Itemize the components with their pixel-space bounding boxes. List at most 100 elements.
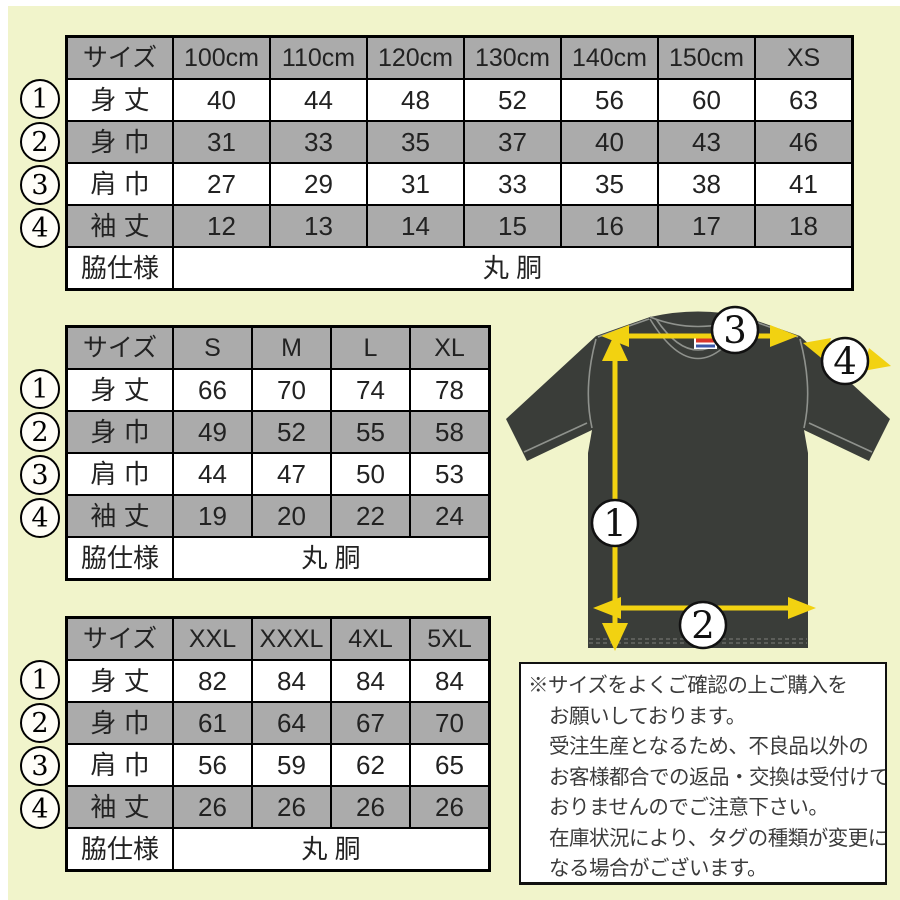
size-column-header: XXXL <box>251 616 332 661</box>
size-column-header: XXL <box>172 616 253 661</box>
circled-number-1: 1 <box>20 369 60 409</box>
right-sleeve-hem-seam <box>808 422 873 453</box>
measure-cell: 27 <box>172 162 271 206</box>
measure-cell: 60 <box>657 78 756 122</box>
measure-cell: 67 <box>330 701 411 745</box>
measure-cell: 31 <box>366 162 465 206</box>
row-label: 身 丈 <box>65 659 174 703</box>
footer-value: 丸 胴 <box>172 827 491 872</box>
size-column-header: S <box>172 325 253 370</box>
measure-cell: 14 <box>366 204 465 248</box>
notice-line: なる場合がございます。 <box>549 857 767 880</box>
svg-text:4: 4 <box>833 340 857 383</box>
row-label: 袖 丈 <box>65 785 174 829</box>
measure-cell: 82 <box>172 659 253 703</box>
adult-size-table: サイズ S M L XL 身 丈 66 70 74 78 身 巾 49 52 55 58 肩 巾 44 47 50 5… <box>65 325 491 581</box>
measure-cell: 16 <box>560 204 659 248</box>
measure-row: 袖 丈 19 20 22 24 <box>65 494 491 538</box>
left-sleeve-hem-seam <box>523 422 588 453</box>
measure-cell: 15 <box>463 204 562 248</box>
measure-cell: 29 <box>269 162 368 206</box>
notice-line: 受注生産となるため、不良品以外の <box>549 735 869 758</box>
row-label: 肩 巾 <box>65 452 174 496</box>
measure-cell: 19 <box>172 494 253 538</box>
measure-cell: 49 <box>172 410 253 454</box>
measure-row: 身 丈 66 70 74 78 <box>65 368 491 412</box>
measure-cell: 26 <box>330 785 411 829</box>
measure-cell: 43 <box>657 120 756 164</box>
measure-cell: 24 <box>409 494 491 538</box>
measure-cell: 26 <box>251 785 332 829</box>
measure-cell: 22 <box>330 494 411 538</box>
measure-cell: 58 <box>409 410 491 454</box>
row-label: 身 巾 <box>65 701 174 745</box>
measure-cell: 35 <box>560 162 659 206</box>
measure-row: 身 丈 82 84 84 84 <box>65 659 491 703</box>
measure-cell: 13 <box>269 204 368 248</box>
circled-number-3: 3 <box>20 165 60 205</box>
measure-cell: 35 <box>366 120 465 164</box>
size-label-header: サイズ <box>65 325 174 370</box>
notice-line: おりませんのでご注意下さい。 <box>549 796 829 819</box>
measure-cell: 33 <box>463 162 562 206</box>
row-label: 身 丈 <box>65 368 174 412</box>
svg-text:1: 1 <box>603 502 627 545</box>
measure-row: 袖 丈 12 13 14 15 16 17 18 <box>65 204 854 248</box>
measure-cell: 33 <box>269 120 368 164</box>
size-column-header: 130cm <box>463 35 562 80</box>
measure-cell: 59 <box>251 743 332 787</box>
circled-number-4: 4 <box>20 208 60 248</box>
measure-cell: 26 <box>409 785 491 829</box>
size-column-header: XS <box>754 35 854 80</box>
size-column-header: 120cm <box>366 35 465 80</box>
measure-cell: 37 <box>463 120 562 164</box>
measure-row: 肩 巾 56 59 62 65 <box>65 743 491 787</box>
row-label: 肩 巾 <box>65 162 174 206</box>
measure-cell: 84 <box>330 659 411 703</box>
footer-value: 丸 胴 <box>172 246 854 291</box>
circled-number-2: 2 <box>20 122 60 162</box>
notice-line: お願いしております。 <box>549 704 746 728</box>
measure-cell: 70 <box>409 701 491 745</box>
measure-cell: 61 <box>172 701 253 745</box>
measure-cell: 53 <box>409 452 491 496</box>
measure-cell: 65 <box>409 743 491 787</box>
measure-cell: 64 <box>251 701 332 745</box>
row-label: 袖 丈 <box>65 494 174 538</box>
measure-cell: 56 <box>560 78 659 122</box>
measure-cell: 70 <box>251 368 332 412</box>
row-label: 身 丈 <box>65 78 174 122</box>
circled-number-4: 4 <box>20 498 60 538</box>
purchase-notice-text: ※サイズをよくご確認の上ご購入をお願いしております。受注生産となるため、不良品以… <box>528 671 885 882</box>
row-label: 脇仕様 <box>65 536 174 581</box>
left-armhole-seam <box>587 338 597 429</box>
measure-row: 肩 巾 44 47 50 53 <box>65 452 491 496</box>
header-row: サイズ XXL XXXL 4XL 5XL <box>65 616 491 661</box>
measure-cell: 84 <box>409 659 491 703</box>
measure-row: 身 巾 49 52 55 58 <box>65 410 491 454</box>
measure-cell: 31 <box>172 120 271 164</box>
measure-cell: 18 <box>754 204 854 248</box>
size-column-header: 150cm <box>657 35 756 80</box>
measure-cell: 50 <box>330 452 411 496</box>
measure-cell: 38 <box>657 162 756 206</box>
notice-line: ※サイズをよくご確認の上ご購入を <box>528 674 848 697</box>
circled-number-1: 1 <box>20 79 60 119</box>
tshirt-silhouette <box>506 311 890 648</box>
measure-cell: 84 <box>251 659 332 703</box>
size-label-header: サイズ <box>65 616 174 661</box>
row-label: 肩 巾 <box>65 743 174 787</box>
measure-cell: 78 <box>409 368 491 412</box>
row-label: 袖 丈 <box>65 204 174 248</box>
footer-row: 脇仕様丸 胴 <box>65 536 491 581</box>
plus-size-table: サイズ XXL XXXL 4XL 5XL 身 丈 82 84 84 84 身 巾 61 64 67 70 肩 … <box>65 616 491 872</box>
measure-row: 身 巾 31 33 35 37 40 43 46 <box>65 120 854 164</box>
circled-number-2: 2 <box>20 703 60 743</box>
row-label: 脇仕様 <box>65 827 174 872</box>
kids-size-table: サイズ 100cm 110cm 120cm 130cm 140cm 150cm XS 身 丈 40… <box>65 35 854 291</box>
measure-cell: 47 <box>251 452 332 496</box>
measure-cell: 17 <box>657 204 756 248</box>
